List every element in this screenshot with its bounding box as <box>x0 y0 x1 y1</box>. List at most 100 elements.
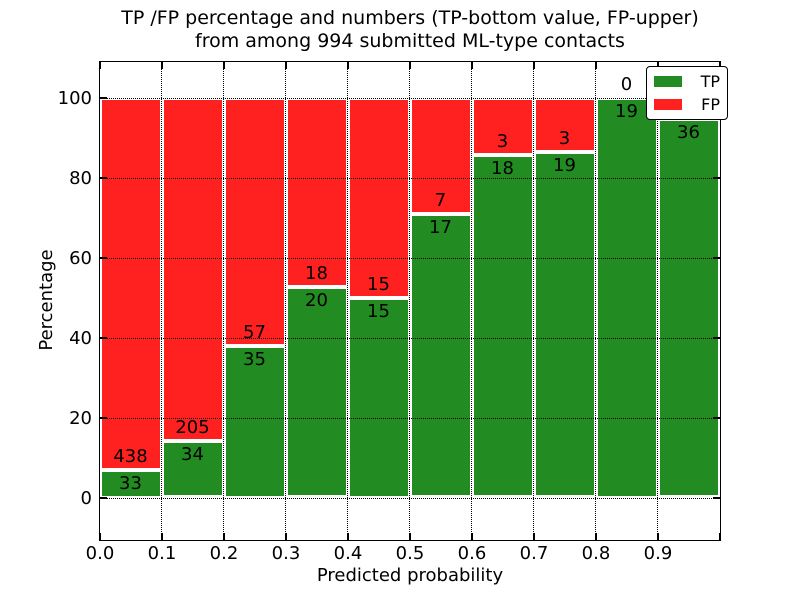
fp-bar-segment <box>347 97 410 298</box>
x-axis-tick <box>346 61 349 69</box>
legend: TP FP <box>646 66 728 120</box>
vertical-gridline <box>223 61 224 540</box>
x-tick-label: 0.6 <box>457 543 487 564</box>
fp-count-label: 3 <box>558 127 571 149</box>
plot-area: 438 33 205 34 57 35 18 20 15 15 7 17 3 18 3 19 0 19 36 <box>98 60 721 541</box>
x-tick-label: 0.7 <box>519 543 549 564</box>
x-axis-tick <box>532 61 535 69</box>
chart-title-line2: from among 994 submitted ML-type contact… <box>195 30 625 52</box>
tp-count-label: 18 <box>491 157 514 179</box>
tp-bar-segment <box>471 154 534 498</box>
y-axis-tick <box>99 496 107 499</box>
y-axis-tick <box>712 416 720 419</box>
x-axis-tick <box>222 61 225 69</box>
x-axis-tick <box>222 532 225 540</box>
y-axis-tick <box>99 416 107 419</box>
tp-count-label: 34 <box>181 443 204 465</box>
x-axis-tick <box>656 532 659 540</box>
vertical-gridline <box>347 61 348 540</box>
y-axis-tick <box>99 336 107 339</box>
x-tick-label: 0.3 <box>271 543 301 564</box>
x-axis-tick <box>98 61 101 69</box>
chart-title-line1: TP /FP percentage and numbers (TP-bottom… <box>121 7 699 29</box>
x-tick-label: 0.8 <box>581 543 611 564</box>
tp-count-label: 36 <box>677 121 700 143</box>
fp-bar-segment <box>409 97 472 215</box>
x-axis-tick <box>284 532 287 540</box>
legend-swatch-fp <box>654 99 682 110</box>
y-axis-label: Percentage <box>36 249 57 351</box>
horizontal-gridline <box>99 97 720 99</box>
y-axis-tick <box>99 176 107 179</box>
vertical-gridline <box>533 61 534 540</box>
fp-count-label: 57 <box>243 321 266 343</box>
y-tick-label: 60 <box>69 248 92 269</box>
vertical-gridline <box>595 61 596 540</box>
tp-bar-segment <box>409 214 472 498</box>
x-axis-tick <box>718 61 721 69</box>
tp-bar-segment <box>223 345 286 498</box>
x-axis-tick <box>346 532 349 540</box>
x-tick-label: 0.2 <box>209 543 239 564</box>
horizontal-gridline <box>99 417 720 419</box>
x-axis-tick <box>470 61 473 69</box>
fp-count-label: 3 <box>496 130 509 152</box>
vertical-gridline <box>285 61 286 540</box>
horizontal-gridline <box>99 257 720 259</box>
tp-bar-segment <box>347 297 410 498</box>
horizontal-gridline <box>99 337 720 339</box>
tp-bar-segment <box>161 440 224 498</box>
fp-bar-segment <box>99 97 162 470</box>
legend-entry: TP <box>654 71 720 91</box>
fp-bar-segment <box>223 97 286 346</box>
x-tick-label: 0.9 <box>643 543 673 564</box>
x-axis-tick <box>98 532 101 540</box>
y-tick-label: 100 <box>57 88 92 109</box>
x-tick-label: 0.4 <box>333 543 363 564</box>
tp-count-label: 33 <box>119 472 142 494</box>
tp-count-label: 15 <box>367 300 390 322</box>
x-axis-tick <box>160 532 163 540</box>
tp-bar-segment <box>285 287 348 498</box>
y-tick-label: 20 <box>69 408 92 429</box>
horizontal-gridline <box>99 177 720 179</box>
fp-count-label: 15 <box>367 273 390 295</box>
legend-label-tp: TP <box>700 71 720 91</box>
y-axis-tick <box>712 256 720 259</box>
tp-bar-segment <box>595 97 658 498</box>
legend-entry: FP <box>654 94 720 114</box>
vertical-gridline <box>471 61 472 540</box>
y-tick-label: 0 <box>80 488 92 509</box>
y-axis-tick <box>99 256 107 259</box>
legend-label-fp: FP <box>701 94 720 114</box>
tp-count-label: 20 <box>305 290 328 312</box>
y-axis-tick <box>712 336 720 339</box>
vertical-gridline <box>409 61 410 540</box>
x-axis-tick <box>284 61 287 69</box>
x-axis-tick <box>408 532 411 540</box>
y-axis-tick <box>99 96 107 99</box>
tp-count-label: 35 <box>243 348 266 370</box>
x-axis-tick <box>594 532 597 540</box>
x-tick-label: 0.1 <box>147 543 177 564</box>
x-tick-label: 0.5 <box>395 543 425 564</box>
fp-count-label: 18 <box>305 263 328 285</box>
y-tick-label: 40 <box>69 328 92 349</box>
x-axis-tick <box>656 61 659 69</box>
x-axis-tick <box>594 61 597 69</box>
tp-count-label: 17 <box>429 217 452 239</box>
tp-bar-segment <box>533 151 596 498</box>
x-axis-label: Predicted probability <box>316 565 504 586</box>
x-axis-tick <box>160 61 163 69</box>
x-axis-tick <box>470 532 473 540</box>
fp-count-label: 7 <box>434 190 447 212</box>
vertical-gridline <box>657 61 658 540</box>
fp-count-label: 438 <box>113 445 148 467</box>
tp-bar-segment <box>657 118 720 498</box>
fp-bar-segment <box>471 97 534 155</box>
tp-count-label: 19 <box>615 100 638 122</box>
y-axis-tick <box>712 176 720 179</box>
horizontal-gridline <box>99 497 720 499</box>
x-axis-tick <box>718 532 721 540</box>
